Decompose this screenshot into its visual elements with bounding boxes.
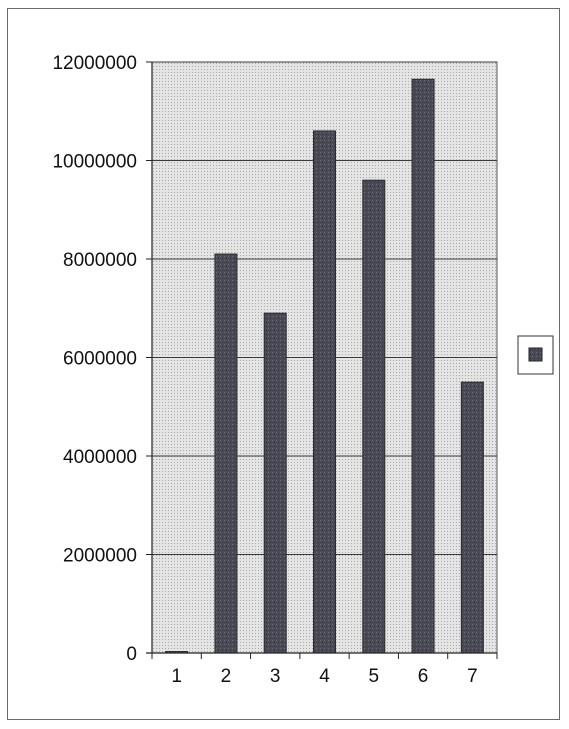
y-tick-label: 6000000 [63,349,137,370]
x-tick-label: 4 [319,666,330,687]
y-tick-label: 0 [126,644,137,665]
x-tick-label: 6 [418,666,429,687]
y-tick-label: 12000000 [52,53,137,74]
y-tick-label: 2000000 [63,546,137,567]
x-tick-labels: 1 2 3 4 5 6 7 [171,666,477,687]
bar [214,253,238,654]
bars [165,78,484,654]
x-tick-label: 1 [171,666,182,687]
bar [362,179,386,654]
axes [146,61,498,659]
x-tick-label: 3 [270,666,281,687]
y-tick-label: 10000000 [52,152,137,173]
x-tick-label: 2 [221,666,232,687]
bar [411,78,435,654]
x-tick-label: 7 [467,666,478,687]
bar [313,130,336,654]
legend [517,335,554,375]
bar [263,312,287,654]
y-tick-label: 8000000 [63,250,137,271]
bar [460,381,484,654]
x-tick-label: 5 [368,666,379,687]
legend-swatch [528,347,543,362]
y-tick-label: 4000000 [63,447,137,468]
y-tick-labels: 0 2000000 4000000 6000000 8000000 10000000 120… [52,53,137,665]
